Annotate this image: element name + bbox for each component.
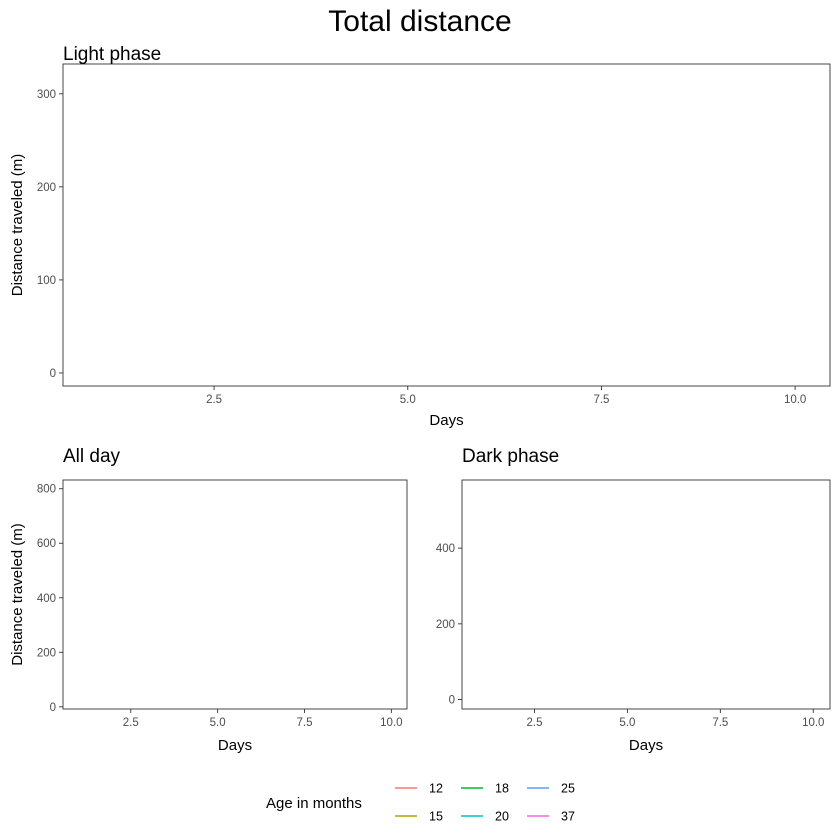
- panel-dark-phase: 2.5 5.0 7.5 10.0 0 200 400 Dark phase Days: [436, 446, 831, 754]
- legend-item-20: 20: [461, 810, 509, 824]
- y-tick-label: 300: [37, 89, 56, 101]
- y-tick-label: 0: [449, 695, 455, 707]
- y-tick-label: 800: [37, 484, 56, 496]
- y-tick-label: 200: [37, 182, 56, 194]
- y-tick-label: 400: [436, 543, 455, 555]
- x-tick-label: 5.0: [400, 394, 416, 406]
- y-tick-label: 600: [37, 538, 56, 550]
- y-tick-label: 200: [37, 647, 56, 659]
- main-title: Total distance: [328, 5, 511, 38]
- legend-label-18: 18: [495, 782, 509, 796]
- panel-title: Dark phase: [462, 446, 559, 467]
- legend-item-15: 15: [395, 810, 443, 824]
- y-axis-title: Distance traveled (m): [9, 523, 26, 666]
- y-tick-label: 0: [50, 702, 56, 714]
- x-tick-label: 5.0: [619, 717, 635, 729]
- x-tick-label: 10.0: [802, 717, 824, 729]
- legend-label-25: 25: [561, 782, 575, 796]
- panel-border: [461, 479, 831, 710]
- legend-item-25: 25: [527, 782, 575, 796]
- legend-label-37: 37: [561, 810, 575, 824]
- x-tick-label: 7.5: [296, 717, 312, 729]
- y-tick-label: 200: [436, 619, 455, 631]
- panel-title: All day: [63, 446, 121, 467]
- panel-border: [62, 479, 408, 710]
- x-tick-label: 2.5: [526, 717, 542, 729]
- legend: Age in months 12 15 18 20 25 37: [266, 782, 575, 824]
- y-tick-label: 0: [50, 368, 56, 380]
- x-tick-label: 2.5: [123, 717, 139, 729]
- x-tick-label: 7.5: [593, 394, 609, 406]
- legend-item-37: 37: [527, 810, 575, 824]
- legend-label-20: 20: [495, 810, 509, 824]
- y-axis-title: Distance traveled (m): [9, 154, 26, 297]
- x-tick-label: 2.5: [206, 394, 222, 406]
- x-tick-label: 10.0: [784, 394, 806, 406]
- x-tick-label: 7.5: [712, 717, 728, 729]
- legend-title: Age in months: [266, 795, 362, 812]
- panel-border: [62, 63, 831, 387]
- panel-light-phase: 2.5 5.0 7.5 10.0 0 100 200 300 Light phase Days Di…: [9, 44, 831, 429]
- y-tick-label: 400: [37, 593, 56, 605]
- legend-label-12: 12: [429, 782, 443, 796]
- legend-item-12: 12: [395, 782, 443, 796]
- legend-label-15: 15: [429, 810, 443, 824]
- x-tick-label: 5.0: [210, 717, 226, 729]
- y-tick-label: 100: [37, 275, 56, 287]
- x-axis-title: Days: [629, 737, 663, 754]
- legend-item-18: 18: [461, 782, 509, 796]
- x-tick-label: 10.0: [380, 717, 402, 729]
- panel-all-day: 2.5 5.0 7.5 10.0 0 200 400 600 800 All day Days Dis…: [9, 446, 408, 754]
- panel-title: Light phase: [63, 44, 161, 65]
- x-axis-title: Days: [429, 412, 463, 429]
- x-axis-title: Days: [218, 737, 252, 754]
